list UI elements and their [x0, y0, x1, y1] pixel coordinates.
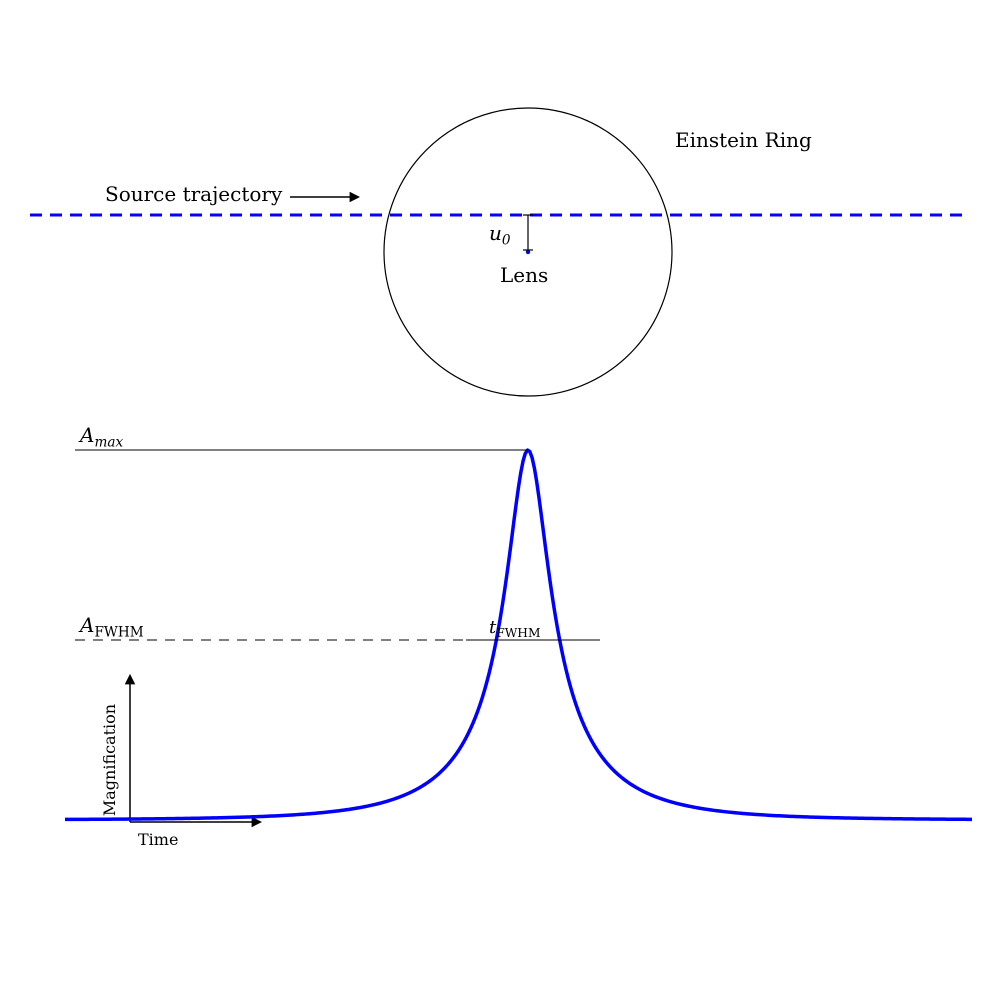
axes: Magnification Time [100, 676, 260, 849]
lens: Lens [500, 250, 548, 287]
einstein-ring: Einstein Ring [384, 108, 812, 396]
einstein-ring-label: Einstein Ring [675, 128, 812, 152]
t-fwhm-label: tFWHM [489, 617, 541, 640]
a-max: Amax [75, 423, 528, 450]
lens-label: Lens [500, 263, 548, 287]
a-max-label: Amax [78, 423, 123, 450]
x-axis-label: Time [138, 830, 178, 849]
trajectory-label: Source trajectory [105, 182, 283, 206]
u0-indicator: u0 [489, 215, 533, 250]
a-fwhm-label: AFWHM [78, 613, 144, 640]
y-axis-label: Magnification [100, 704, 119, 816]
a-fwhm: AFWHM tFWHM [75, 613, 600, 640]
source-trajectory: Source trajectory [30, 182, 970, 215]
u0-label: u0 [489, 221, 511, 248]
